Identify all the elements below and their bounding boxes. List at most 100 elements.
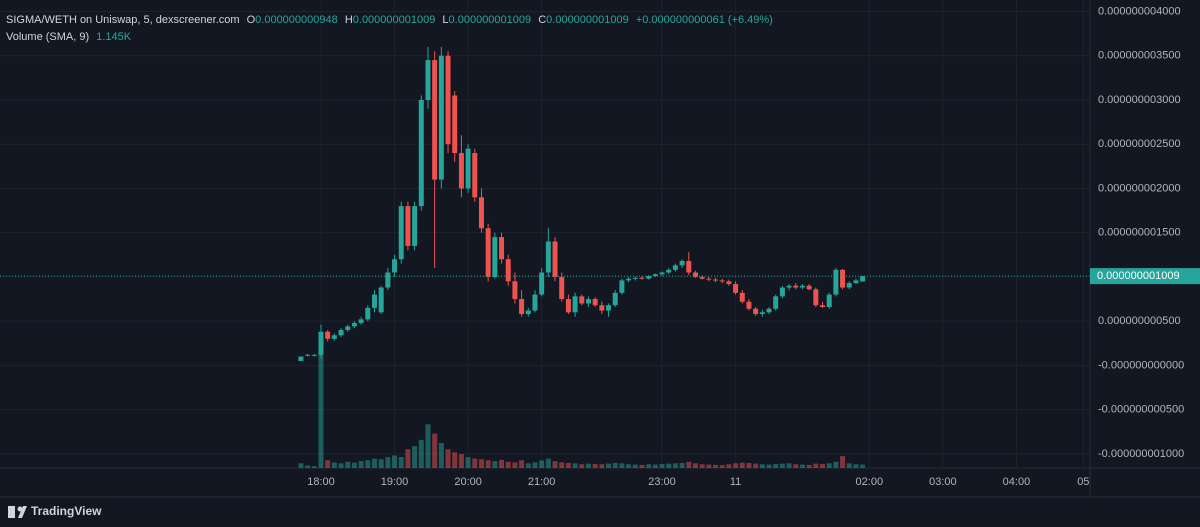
x-tick-label: 03:00 [929, 476, 957, 488]
labels: 0.000000004000 0.000000003500 0.0000000030… [307, 5, 1200, 488]
volume-bar [325, 460, 331, 468]
candle-body [579, 296, 585, 304]
candle-body [532, 294, 538, 311]
candle-body [759, 312, 765, 315]
volume-bar [458, 453, 464, 468]
candle-body [652, 274, 658, 277]
volume-bar [713, 464, 719, 468]
volume-bar [753, 463, 759, 468]
x-tick-label: 05 [1077, 476, 1089, 488]
candle-body [853, 280, 859, 284]
candle-body [833, 269, 839, 295]
volume-bar [686, 461, 692, 468]
candle-body [465, 148, 471, 189]
y-tick-label: -0.000000001000 [1098, 448, 1184, 460]
volume-bar [305, 465, 311, 468]
volume-bar [826, 463, 832, 468]
volume-bar [392, 455, 398, 468]
candle-body [626, 278, 632, 281]
candle-body [773, 296, 779, 309]
volume-bar [833, 461, 839, 468]
volume-bar [492, 461, 498, 468]
volume-bar [405, 449, 411, 468]
volume-bar [773, 463, 779, 468]
volume-bar [632, 464, 638, 468]
candle-body [753, 308, 759, 315]
volume-bar [646, 464, 652, 468]
volume-bar [766, 464, 772, 468]
candle-body [305, 354, 311, 356]
volume-bar [425, 424, 431, 468]
y-tick-label: 0.000000004000 [1098, 5, 1181, 17]
x-tick-label: 21:00 [528, 476, 556, 488]
volume-bar [806, 464, 812, 468]
change: +0.000000000061 (+6.49%) [635, 14, 773, 26]
volume-bar [706, 464, 712, 468]
volume-bar [666, 463, 672, 468]
volume-bar [759, 464, 765, 468]
volume-bar [592, 463, 598, 468]
volume-bar [793, 464, 799, 468]
volume-bar [599, 464, 605, 468]
volume-bar [659, 463, 665, 468]
volume-bar [585, 463, 591, 468]
candle-body [646, 276, 652, 279]
volume-bar [311, 466, 317, 468]
ohlc-key: C [538, 14, 547, 26]
volume-bar [679, 463, 685, 468]
volume-bar [525, 463, 531, 468]
y-tick-label: -0.000000000500 [1098, 404, 1184, 416]
x-tick-label: 19:00 [381, 476, 409, 488]
marks [0, 46, 1090, 468]
candle-body [539, 272, 545, 295]
candle-body [786, 285, 792, 288]
candle-body [318, 331, 324, 355]
candle-body [666, 269, 672, 273]
candle-body [619, 280, 625, 293]
volume-bar [365, 460, 371, 468]
volume-bar [465, 457, 471, 468]
candle-body [813, 289, 819, 306]
volume-bar [746, 463, 752, 468]
volume-bar [726, 464, 732, 468]
y-tick-label: 0.000000002500 [1098, 138, 1181, 150]
candle-body [606, 305, 612, 311]
candle-body [612, 292, 618, 306]
last-price-box [1090, 268, 1200, 285]
ohlc-value: 0.000000000948 [255, 14, 338, 26]
candle-body [820, 305, 826, 307]
candle-body [699, 276, 705, 279]
candle-body [378, 287, 384, 313]
symbol-title: SIGMA/WETH on Uniswap, 5, dexscreener.co… [6, 14, 240, 26]
candle-body [432, 60, 438, 180]
volume-bar [371, 458, 377, 468]
volume-bar [331, 462, 337, 468]
volume-bar [840, 456, 846, 468]
volume-bar [351, 462, 357, 468]
brand-logo [8, 506, 27, 518]
candle-body [398, 206, 404, 260]
candle-body [365, 307, 371, 320]
candle-body [351, 322, 357, 327]
volume-bar [505, 461, 511, 468]
volume-bar [626, 464, 632, 468]
candle-body [739, 292, 745, 302]
candle-body [331, 335, 337, 339]
candle-body [338, 329, 344, 336]
candle-body [405, 206, 411, 246]
volume-bar [499, 459, 505, 468]
candle-body [592, 299, 598, 306]
candle-body [392, 259, 398, 273]
candle-body [599, 305, 605, 311]
candle-body [719, 280, 725, 282]
volume-bar [692, 463, 698, 468]
candle-body [358, 319, 364, 323]
ohlc-key: H [344, 14, 353, 26]
candle-body [659, 272, 665, 275]
legend-row: SIGMA/WETH on Uniswap, 5, dexscreener.co… [6, 14, 777, 26]
volume-bar [519, 460, 525, 468]
candle-body [559, 276, 565, 300]
candle-body [746, 301, 752, 309]
